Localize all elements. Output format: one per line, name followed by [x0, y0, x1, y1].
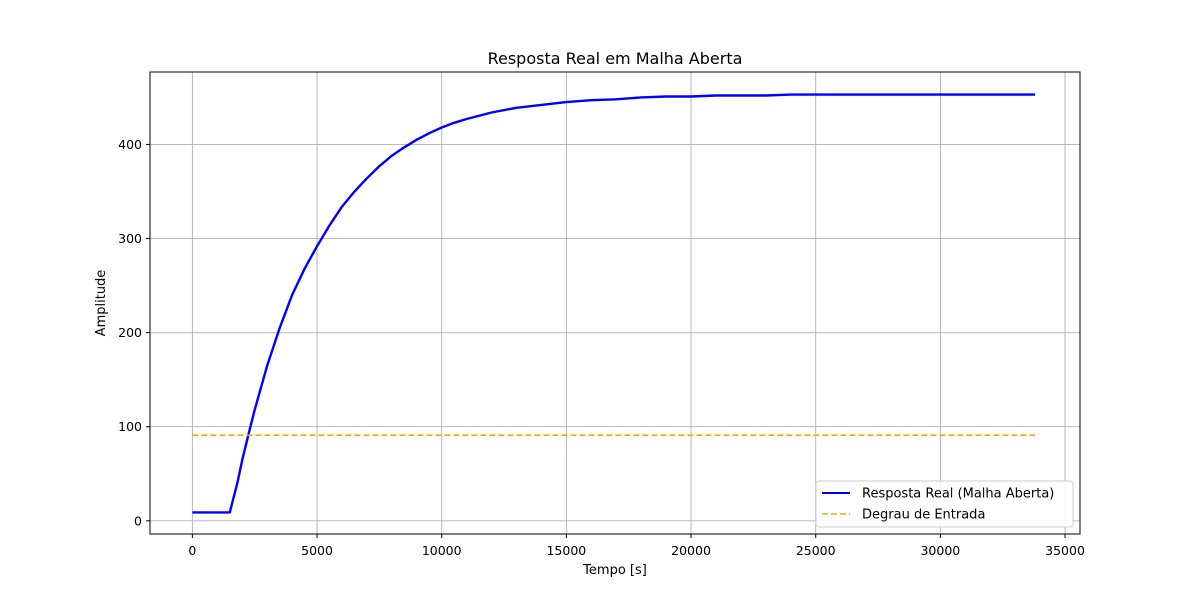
y-tick-label: 300 [118, 231, 142, 246]
plot-background [150, 72, 1080, 534]
y-axis-ticks: 0 100 200 300 400 [118, 137, 150, 528]
x-tick-label: 0 [188, 543, 196, 558]
x-axis-ticks: 0 5000 10000 15000 20000 25000 30000 35000 [188, 534, 1085, 558]
y-axis-label: Amplitude [94, 270, 109, 337]
x-tick-label: 35000 [1045, 543, 1085, 558]
legend-box [815, 480, 1074, 528]
legend: Resposta Real (Malha Aberta) Degrau de E… [815, 480, 1074, 528]
legend-label-degrau-de-entrada: Degrau de Entrada [862, 508, 985, 523]
x-tick-label: 5000 [301, 543, 333, 558]
legend-label-resposta-real: Resposta Real (Malha Aberta) [862, 487, 1054, 502]
series-line-resposta-real [192, 93, 1036, 514]
plot-frame [149, 71, 1081, 535]
x-tick-label: 25000 [796, 543, 836, 558]
series-lines [192, 93, 1036, 514]
grid-lines [150, 72, 1080, 534]
y-tick-label: 0 [134, 513, 142, 528]
y-tick-label: 100 [118, 419, 142, 434]
x-tick-label: 15000 [546, 543, 586, 558]
y-tick-label: 200 [118, 325, 142, 340]
x-tick-label: 30000 [920, 543, 960, 558]
chart-title: Resposta Real em Malha Aberta [488, 49, 743, 68]
y-tick-label: 400 [118, 137, 142, 152]
x-tick-label: 20000 [671, 543, 711, 558]
x-axis-label: Tempo [s] [582, 563, 647, 578]
x-tick-label: 10000 [422, 543, 462, 558]
